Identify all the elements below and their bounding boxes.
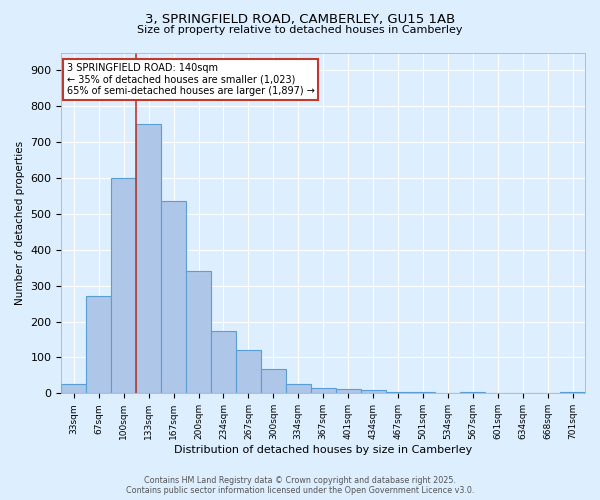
Bar <box>136 124 161 394</box>
Bar <box>211 330 236 394</box>
Bar <box>286 384 311 394</box>
Bar <box>410 392 436 394</box>
Text: 3 SPRINGFIELD ROAD: 140sqm
← 35% of detached houses are smaller (1,023)
65% of s: 3 SPRINGFIELD ROAD: 140sqm ← 35% of deta… <box>67 62 314 96</box>
Bar <box>111 178 136 394</box>
Bar <box>86 296 111 394</box>
Bar <box>311 388 335 394</box>
Text: Size of property relative to detached houses in Camberley: Size of property relative to detached ho… <box>137 25 463 35</box>
Bar <box>161 202 186 394</box>
X-axis label: Distribution of detached houses by size in Camberley: Distribution of detached houses by size … <box>174 445 472 455</box>
Bar <box>460 392 485 394</box>
Bar <box>186 272 211 394</box>
Bar <box>61 384 86 394</box>
Y-axis label: Number of detached properties: Number of detached properties <box>15 141 25 305</box>
Bar <box>236 350 261 394</box>
Bar <box>361 390 386 394</box>
Text: 3, SPRINGFIELD ROAD, CAMBERLEY, GU15 1AB: 3, SPRINGFIELD ROAD, CAMBERLEY, GU15 1AB <box>145 12 455 26</box>
Text: Contains HM Land Registry data © Crown copyright and database right 2025.
Contai: Contains HM Land Registry data © Crown c… <box>126 476 474 495</box>
Bar <box>386 392 410 394</box>
Bar <box>335 389 361 394</box>
Bar <box>261 370 286 394</box>
Bar <box>560 392 585 394</box>
